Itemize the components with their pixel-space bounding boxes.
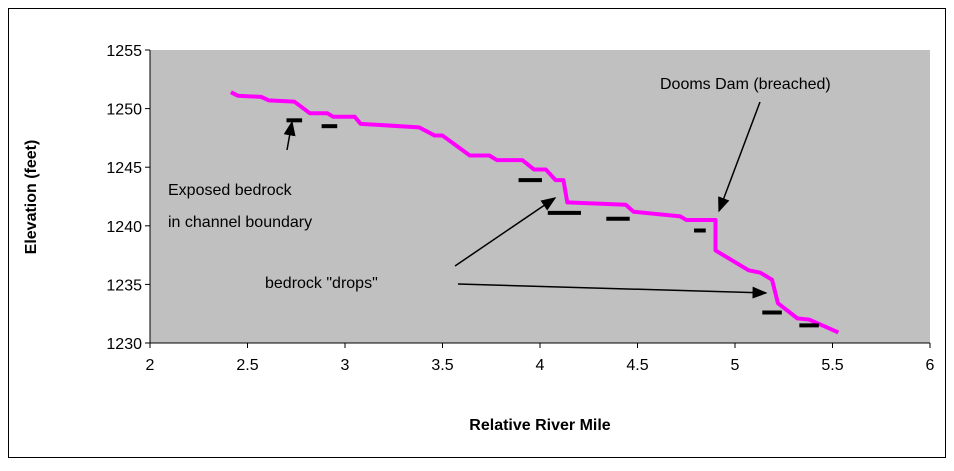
x-tick-label: 5	[731, 357, 740, 374]
annotation-arrow	[283, 120, 296, 151]
x-tick-label: 3	[341, 357, 350, 374]
y-axis-title: Elevation (feet)	[23, 140, 40, 255]
y-tick-label: 1245	[106, 160, 142, 177]
y-tick-label: 1230	[106, 336, 142, 353]
annotation: Dooms Dam (breached)	[660, 76, 831, 93]
x-tick-label: 2	[146, 357, 155, 374]
x-tick-label: 4.5	[626, 357, 648, 374]
y-tick-label: 1240	[106, 219, 142, 236]
annotation-arrow	[457, 283, 768, 299]
x-tick-label: 4	[536, 357, 545, 374]
x-tick-label: 3.5	[431, 357, 453, 374]
annotation: bedrock "drops"	[265, 275, 378, 292]
x-tick-label: 2.5	[236, 357, 258, 374]
y-tick-label: 1255	[106, 43, 142, 60]
x-tick-label: 5.5	[821, 357, 843, 374]
x-axis-title: Relative River Mile	[469, 417, 611, 434]
annotation-arrow	[718, 101, 761, 213]
annotation-arrow	[454, 197, 557, 267]
y-tick-label: 1235	[106, 277, 142, 294]
annotation: in channel boundary	[168, 214, 312, 231]
profile-line	[230, 90, 840, 335]
annotation: Exposed bedrock	[168, 182, 293, 199]
plot-area	[150, 50, 930, 343]
y-tick-label: 1250	[106, 102, 142, 119]
x-tick-label: 6	[926, 357, 935, 374]
